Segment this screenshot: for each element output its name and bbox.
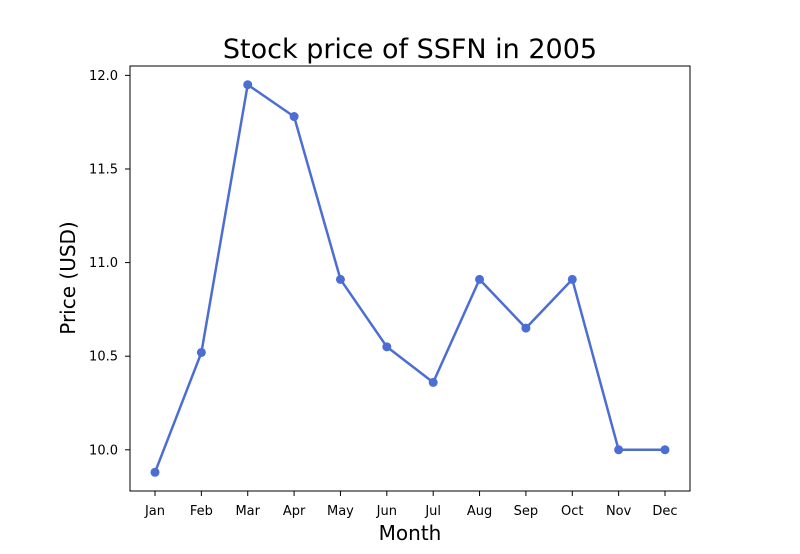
data-point (382, 342, 392, 352)
y-tick-label: 12.0 (89, 69, 118, 84)
y-tick-label: 10.5 (89, 350, 118, 365)
y-tick-label: 11.0 (89, 256, 118, 271)
x-tick-label: Aug (467, 504, 492, 519)
data-point (289, 112, 299, 122)
x-axis-title: Month (379, 521, 442, 545)
x-tick-label: May (327, 504, 354, 519)
x-tick-label: Jun (376, 504, 397, 519)
plot-area-frame (129, 65, 691, 492)
data-point (150, 467, 160, 477)
data-point (567, 274, 577, 284)
x-tick-label: Jan (144, 504, 165, 519)
x-tick-label: Dec (652, 504, 677, 519)
chart-title: Stock price of SSFN in 2005 (223, 34, 597, 65)
y-tick-label: 10.0 (89, 443, 118, 458)
y-tick-label: 11.5 (89, 162, 118, 177)
data-point (335, 274, 345, 284)
data-point (428, 377, 438, 387)
series-line (153, 83, 667, 474)
x-tick-label: Oct (561, 504, 583, 519)
y-axis: 10.0 10.5 11.0 11.5 12.0 (89, 69, 130, 458)
x-tick-label: Apr (283, 504, 306, 519)
data-point (660, 445, 670, 455)
x-tick-label: Feb (190, 504, 213, 519)
y-axis-title: Price (USD) (56, 221, 80, 335)
data-point (243, 80, 253, 90)
data-point (521, 323, 531, 333)
x-tick-label: Mar (235, 504, 260, 519)
x-tick-label: Nov (606, 504, 632, 519)
x-tick-label: Sep (514, 504, 539, 519)
data-point (475, 274, 485, 284)
series-group (150, 80, 670, 477)
data-point (196, 347, 206, 357)
data-point (614, 445, 624, 455)
x-tick-label: Jul (424, 504, 441, 519)
x-axis: Jan Feb Mar Apr May Jun Jul Aug Sep Oct Nov Dec (144, 491, 678, 519)
